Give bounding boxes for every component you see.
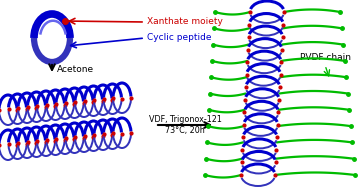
Text: 73°C, 20h: 73°C, 20h [165, 125, 205, 135]
Text: Xanthate moiety: Xanthate moiety [147, 18, 223, 26]
Text: PVDF chain: PVDF chain [301, 53, 351, 62]
Text: Acetone: Acetone [57, 64, 94, 74]
Text: Cyclic peptide: Cyclic peptide [147, 33, 212, 43]
Text: VDF, Trigonox-121: VDF, Trigonox-121 [148, 115, 221, 123]
